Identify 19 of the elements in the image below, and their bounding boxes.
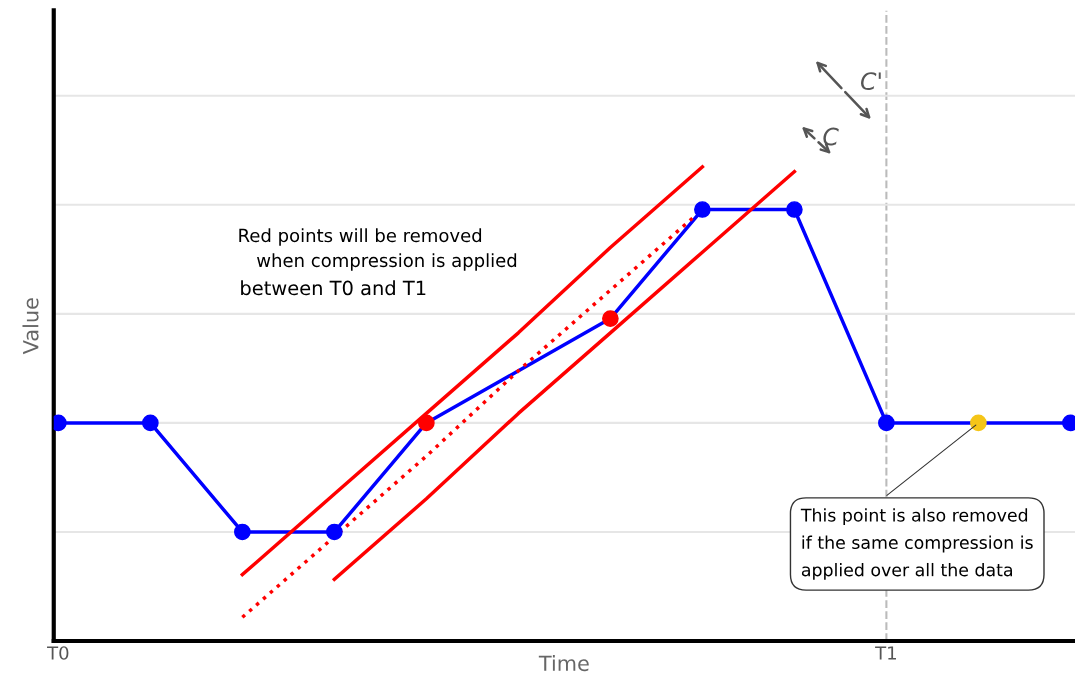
text: C' (860, 72, 881, 91)
text: C (823, 127, 839, 146)
point (878, 414, 895, 432)
x-axis-title: Time (538, 655, 589, 672)
x-tick-label: T0 (47, 646, 69, 660)
annotation: between T0 and T1 (241, 280, 426, 296)
point (970, 414, 987, 432)
point (326, 523, 343, 541)
annotation: This point is also removed if the same compression is applied over all the data (800, 508, 1033, 580)
point (694, 201, 711, 218)
point (602, 310, 619, 327)
point (142, 414, 159, 432)
point (418, 414, 435, 432)
point (786, 201, 803, 218)
y-axis-title: Value (22, 298, 39, 355)
point (234, 523, 251, 541)
x-tick-label: T1 (875, 646, 896, 660)
annotation: when compression is applied (257, 253, 517, 271)
annotation: Red points will be removed (239, 228, 482, 246)
